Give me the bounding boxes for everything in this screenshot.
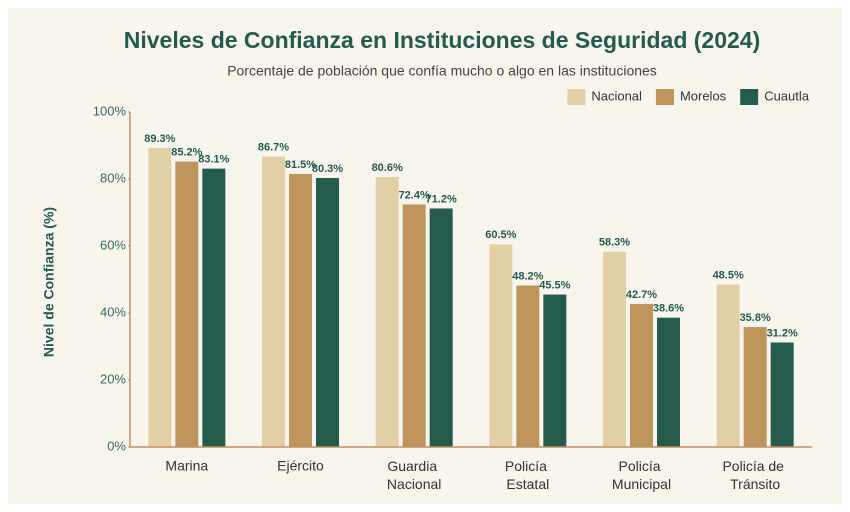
bar	[402, 204, 426, 447]
x-tick-label: Policía Municipal	[612, 458, 671, 492]
bar	[657, 317, 680, 447]
bar	[148, 147, 172, 447]
x-tick-label: Policía Estatal	[505, 458, 551, 492]
value-label: 38.6%	[653, 303, 684, 315]
bar	[630, 303, 653, 447]
y-tick-label: 60%	[100, 237, 126, 252]
value-label: 31.2%	[767, 327, 798, 339]
legend-label: Morelos	[680, 88, 727, 103]
x-tick-label: Policía de Tránsito	[722, 458, 787, 492]
value-label: 83.1%	[198, 154, 229, 166]
bar	[289, 173, 312, 447]
value-label: 81.5%	[285, 159, 316, 171]
bar	[516, 285, 540, 447]
chart-subtitle: Porcentaje de población que confía mucho…	[227, 63, 657, 79]
value-label: 80.3%	[312, 163, 343, 175]
bar	[603, 251, 626, 447]
bar	[202, 168, 226, 448]
legend-swatch	[567, 89, 586, 105]
y-tick-label: 100%	[93, 103, 127, 118]
bar	[175, 161, 199, 447]
legend-swatch	[740, 89, 759, 105]
value-label: 45.5%	[539, 279, 570, 291]
bar	[716, 284, 740, 447]
y-tick-label: 80%	[100, 170, 126, 185]
value-label: 86.7%	[258, 141, 289, 153]
value-label: 58.3%	[599, 237, 630, 249]
y-tick-label: 40%	[100, 304, 126, 319]
value-label: 89.3%	[144, 133, 175, 145]
legend-swatch	[655, 89, 674, 105]
bar	[743, 327, 767, 447]
chart-title: Niveles de Confianza en Instituciones de…	[124, 27, 761, 53]
value-label: 85.2%	[171, 146, 202, 158]
bar	[489, 244, 513, 447]
legend-label: Nacional	[591, 88, 642, 103]
bar	[262, 156, 285, 447]
value-label: 60.5%	[485, 229, 516, 241]
value-label: 48.5%	[713, 269, 744, 281]
y-axis-label: Nivel de Confianza (%)	[41, 207, 57, 357]
bar	[375, 176, 399, 448]
y-tick-label: 0%	[107, 438, 126, 453]
value-label: 35.8%	[740, 312, 771, 324]
value-label: 42.7%	[626, 289, 657, 301]
bar	[770, 342, 794, 447]
bar	[316, 177, 339, 447]
legend-label: Cuautla	[764, 88, 810, 103]
y-tick-label: 20%	[100, 371, 126, 386]
value-label: 48.2%	[512, 270, 543, 282]
x-tick-label: Guardia Nacional	[387, 458, 441, 492]
bar	[429, 208, 453, 447]
value-label: 72.4%	[399, 189, 430, 201]
value-label: 71.2%	[426, 193, 457, 205]
value-label: 80.6%	[372, 162, 403, 174]
bar	[543, 294, 567, 447]
x-tick-label: Marina	[165, 458, 208, 474]
x-tick-label: Ejército	[277, 458, 324, 474]
